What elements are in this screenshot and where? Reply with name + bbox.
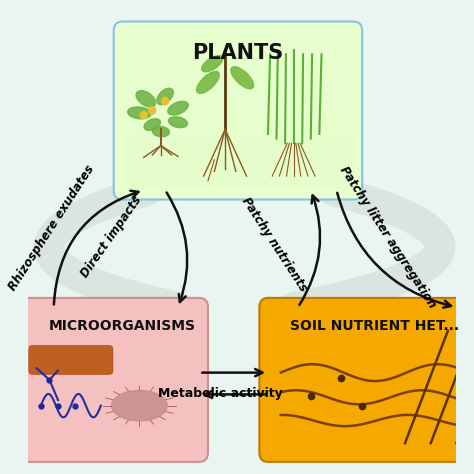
Ellipse shape xyxy=(231,67,254,89)
Ellipse shape xyxy=(152,127,169,137)
Ellipse shape xyxy=(202,55,223,72)
Ellipse shape xyxy=(168,101,188,115)
FancyBboxPatch shape xyxy=(114,21,362,200)
Text: Patchy litter aggregation: Patchy litter aggregation xyxy=(337,164,438,310)
Ellipse shape xyxy=(157,88,173,105)
Ellipse shape xyxy=(111,391,167,421)
FancyArrowPatch shape xyxy=(54,191,138,304)
Circle shape xyxy=(149,107,155,114)
FancyBboxPatch shape xyxy=(259,298,474,462)
FancyArrowPatch shape xyxy=(205,391,265,398)
Ellipse shape xyxy=(168,117,188,128)
Ellipse shape xyxy=(136,91,155,107)
Circle shape xyxy=(162,97,169,105)
Ellipse shape xyxy=(144,119,161,130)
FancyArrowPatch shape xyxy=(166,192,187,302)
Text: SOIL NUTRIENT HET...: SOIL NUTRIENT HET... xyxy=(291,319,460,333)
Ellipse shape xyxy=(128,107,151,119)
FancyBboxPatch shape xyxy=(29,346,113,374)
Text: PLANTS: PLANTS xyxy=(192,43,283,63)
FancyArrowPatch shape xyxy=(202,369,263,376)
Text: Rhizosphere exudates: Rhizosphere exudates xyxy=(6,163,97,293)
Text: Direct impacts: Direct impacts xyxy=(79,194,145,280)
Text: Metabolic activity: Metabolic activity xyxy=(158,387,283,401)
FancyBboxPatch shape xyxy=(2,298,208,462)
Circle shape xyxy=(140,111,147,119)
FancyArrowPatch shape xyxy=(300,195,320,305)
FancyBboxPatch shape xyxy=(122,182,354,190)
FancyArrowPatch shape xyxy=(337,193,451,308)
Text: MICROORGANISMS: MICROORGANISMS xyxy=(49,319,196,333)
Text: Patchy nutrients: Patchy nutrients xyxy=(239,194,310,293)
Ellipse shape xyxy=(197,72,219,93)
